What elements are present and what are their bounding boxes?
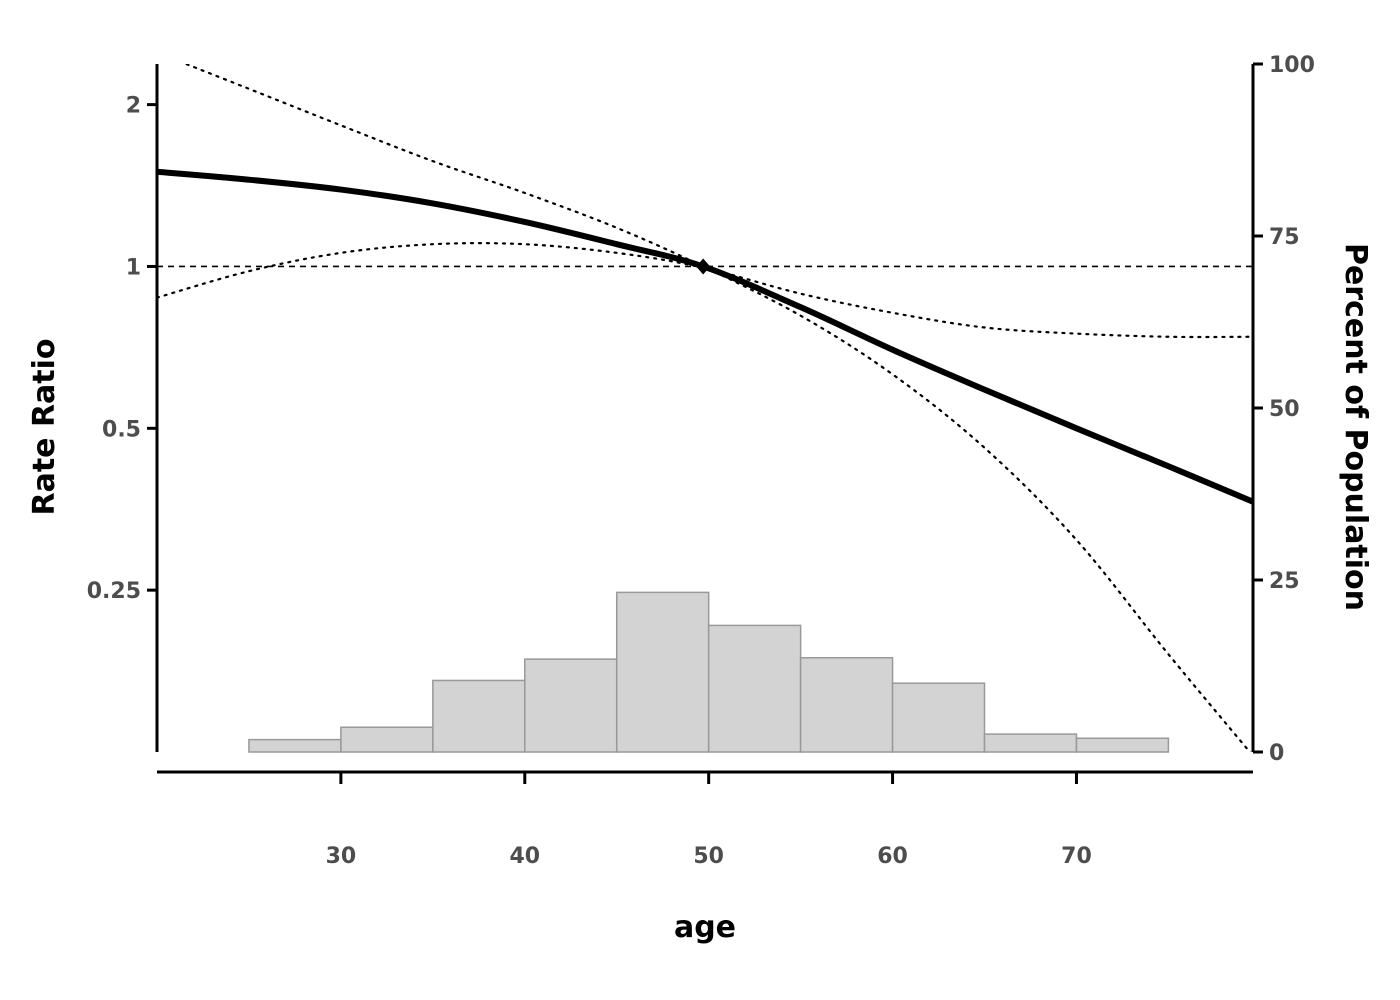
y-axis-title: Rate Ratio xyxy=(27,338,62,515)
histogram xyxy=(248,591,1170,753)
histogram-bar xyxy=(432,679,526,753)
y-tick-label: 1 xyxy=(126,255,141,280)
axes: 0.25 0.5 1 2 0 25 50 75 100 30 40 50 60 70 xyxy=(87,53,1315,869)
y-tick-label: 2 xyxy=(126,94,141,119)
histogram-bar xyxy=(1075,737,1170,753)
y-tick-label: 0.5 xyxy=(102,417,141,442)
x-tick-label: 70 xyxy=(1061,844,1092,869)
histogram-bar xyxy=(799,656,894,753)
y-tick-label: 0.25 xyxy=(87,579,141,604)
series-group xyxy=(157,64,1253,752)
histogram-bar xyxy=(248,738,342,753)
estimate-line xyxy=(157,168,1253,505)
y2-axis-title: Percent of Population xyxy=(1338,243,1373,611)
histogram-bar xyxy=(340,726,434,753)
histogram-bar xyxy=(707,624,802,753)
histogram-bar xyxy=(524,658,618,753)
confidence-bound-line xyxy=(157,242,1253,339)
y2-tick-label: 0 xyxy=(1269,741,1284,766)
y2-tick-label: 25 xyxy=(1269,569,1300,594)
confidence-bound-line xyxy=(183,64,1252,752)
x-tick-label: 30 xyxy=(326,844,357,869)
y2-tick-label: 100 xyxy=(1269,53,1315,78)
reference-point xyxy=(696,258,711,275)
histogram-bar xyxy=(615,591,710,753)
x-tick-label: 60 xyxy=(877,844,908,869)
y2-tick-label: 50 xyxy=(1269,397,1300,422)
y2-tick-label: 75 xyxy=(1269,225,1300,250)
histogram-bar xyxy=(891,682,986,753)
x-axis-title: age xyxy=(674,910,736,945)
x-tick-label: 40 xyxy=(509,844,540,869)
histogram-bar xyxy=(983,733,1078,753)
x-tick-label: 50 xyxy=(693,844,724,869)
